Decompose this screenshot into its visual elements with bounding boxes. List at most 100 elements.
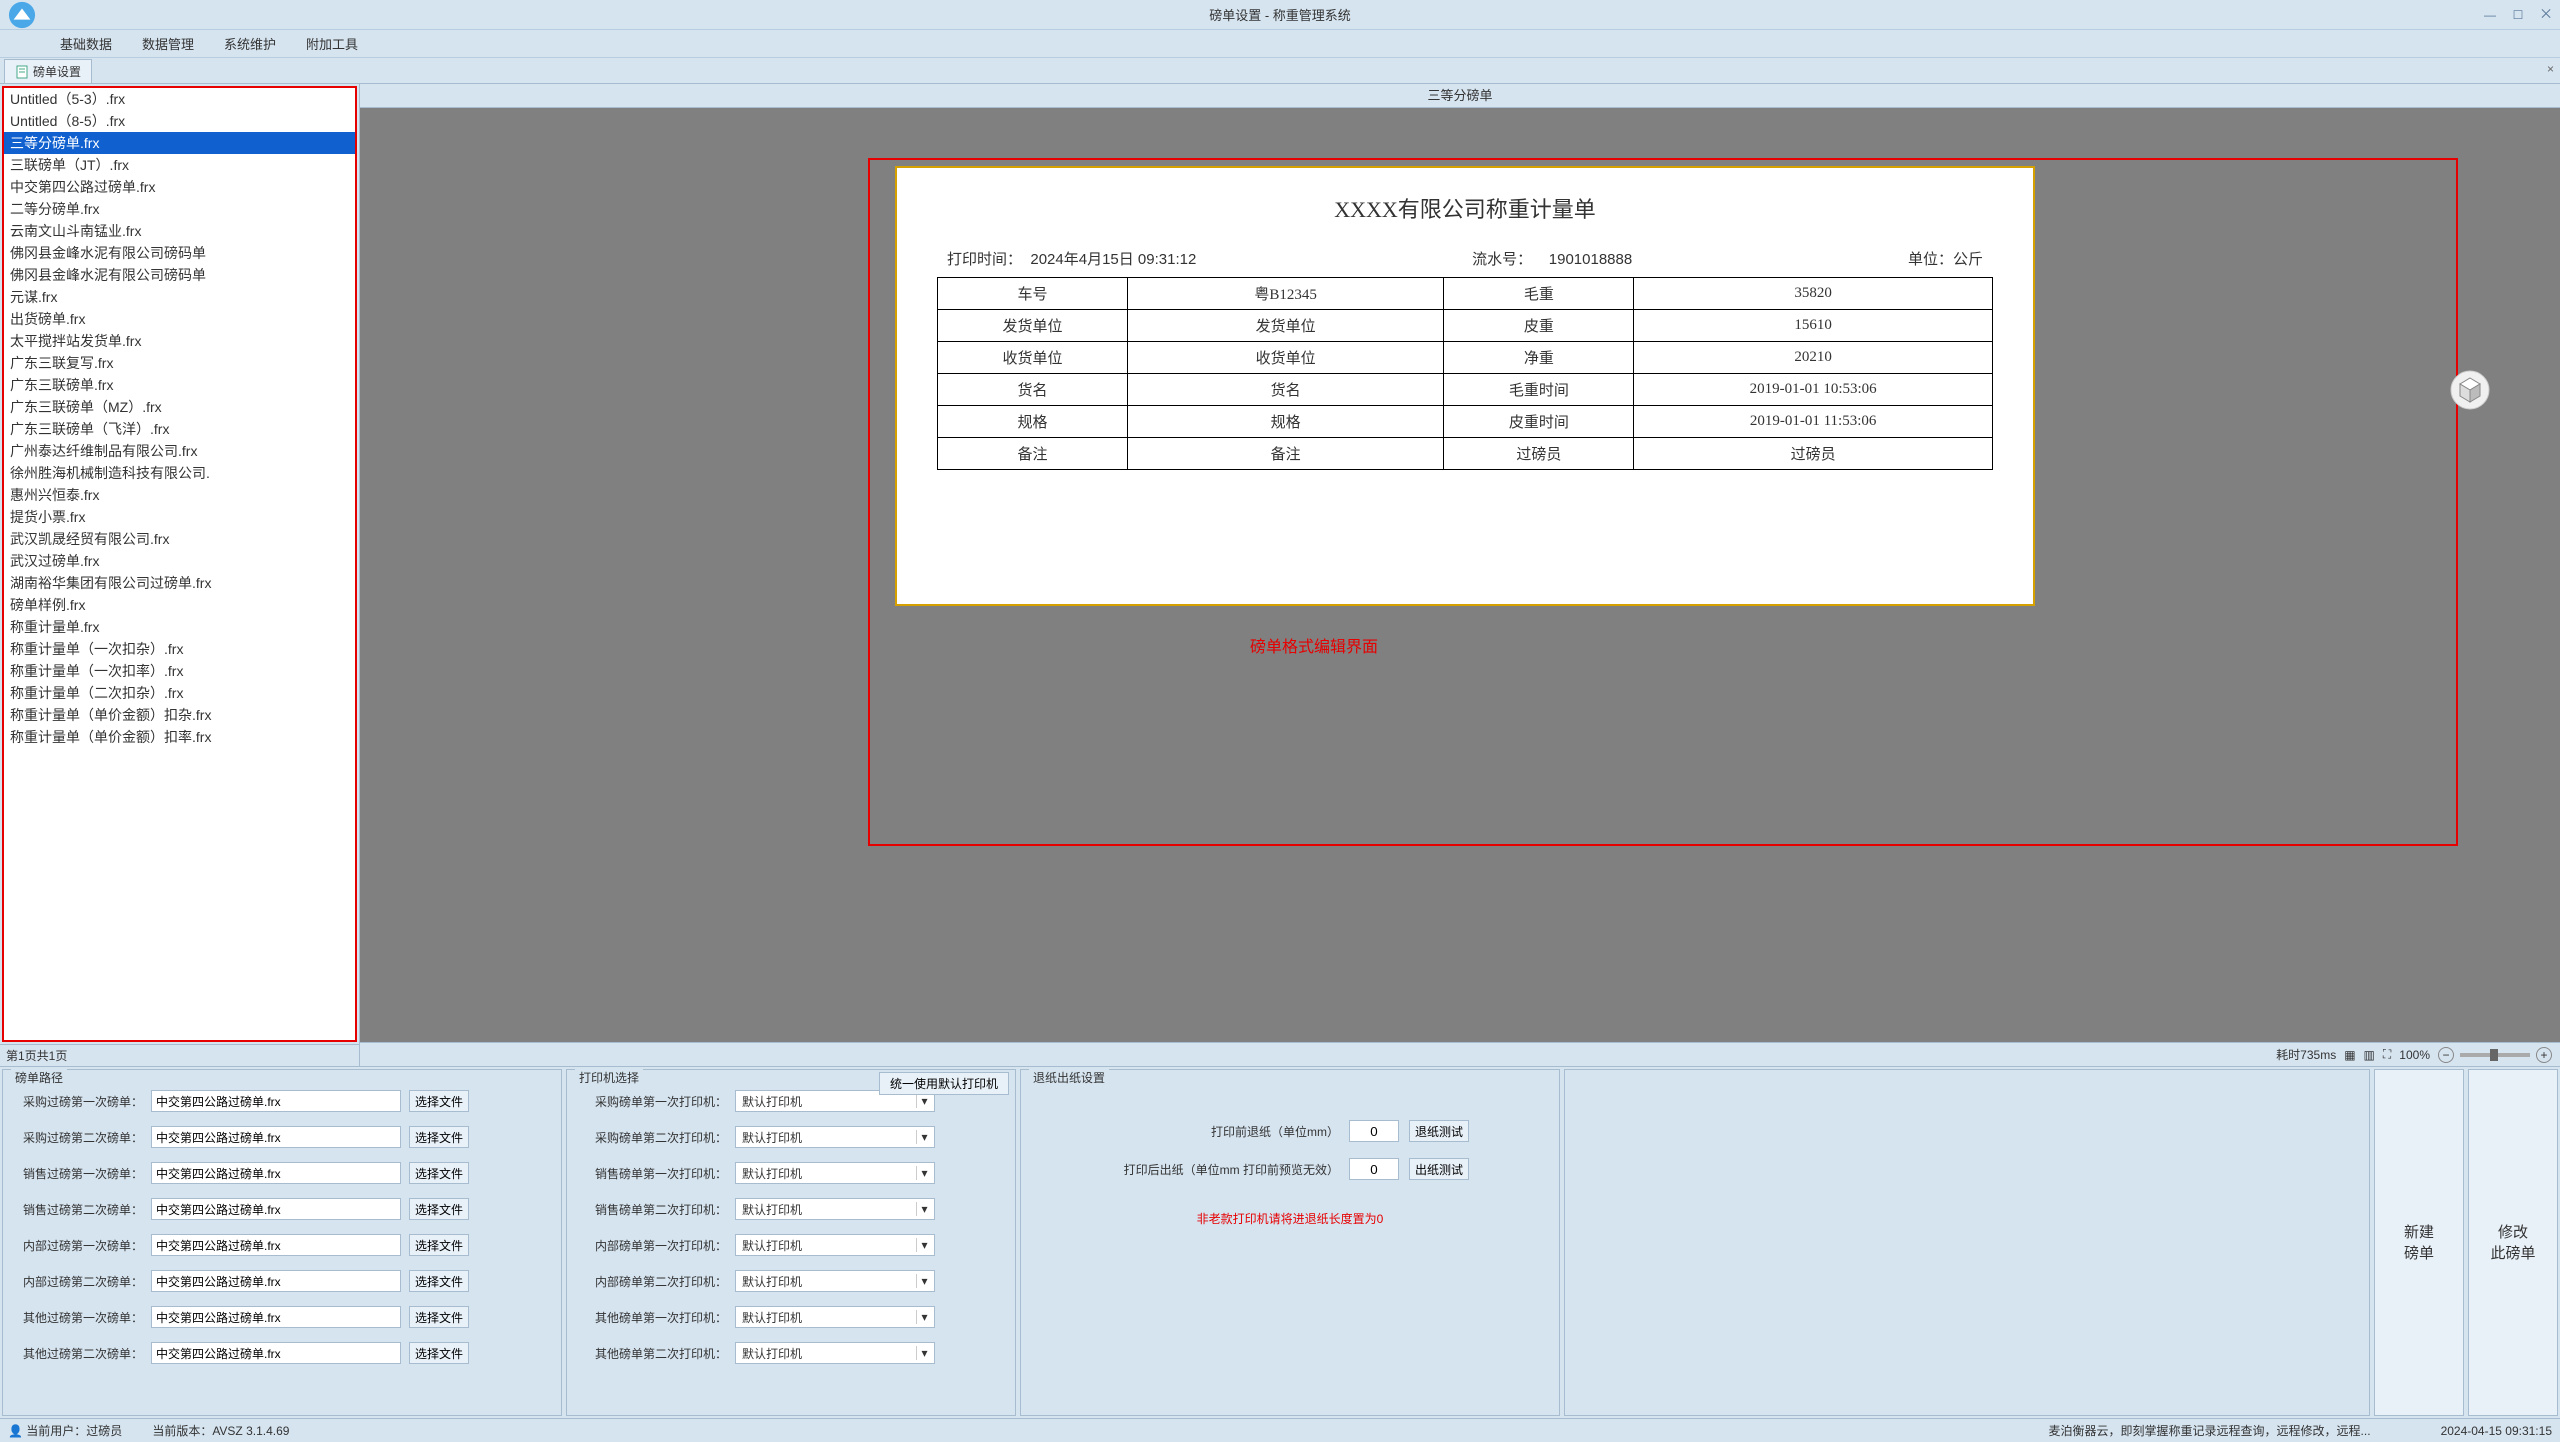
list-item[interactable]: 二等分磅单.frx (4, 198, 355, 220)
page-icon[interactable]: ▥ (2364, 1048, 2375, 1062)
chevron-down-icon[interactable]: ▾ (916, 1166, 932, 1180)
path-input[interactable] (151, 1162, 401, 1184)
choose-file-button[interactable]: 选择文件 (409, 1198, 469, 1220)
printer-select[interactable]: 默认打印机▾ (735, 1162, 935, 1184)
list-item[interactable]: 称重计量单（单价金额）扣杂.frx (4, 704, 355, 726)
table-cell: 规格 (1127, 406, 1444, 438)
chevron-down-icon[interactable]: ▾ (916, 1130, 932, 1144)
use-default-printer-button[interactable]: 统一使用默认打印机 (879, 1072, 1009, 1095)
choose-file-button[interactable]: 选择文件 (409, 1306, 469, 1328)
printer-select[interactable]: 默认打印机▾ (735, 1126, 935, 1148)
menu-sys-maint[interactable]: 系统维护 (224, 34, 276, 53)
zoom-out-button[interactable]: − (2438, 1047, 2454, 1063)
printer-select[interactable]: 默认打印机▾ (735, 1342, 935, 1364)
path-input[interactable] (151, 1342, 401, 1364)
table-cell: 15610 (1634, 310, 1993, 342)
feed-input[interactable] (1349, 1158, 1399, 1180)
path-label: 内部过磅第二次磅单： (13, 1273, 143, 1290)
template-list[interactable]: Untitled（5-3）.frxUntitled（8-5）.frx三等分磅单.… (2, 86, 357, 1042)
list-item[interactable]: 太平搅拌站发货单.frx (4, 330, 355, 352)
list-item[interactable]: 广东三联磅单（MZ）.frx (4, 396, 355, 418)
printer-select[interactable]: 默认打印机▾ (735, 1270, 935, 1292)
chevron-down-icon[interactable]: ▾ (916, 1238, 932, 1252)
list-item[interactable]: 广东三联磅单.frx (4, 374, 355, 396)
printer-label: 销售磅单第一次打印机： (577, 1165, 727, 1182)
printer-select[interactable]: 默认打印机▾ (735, 1234, 935, 1256)
chevron-down-icon[interactable]: ▾ (916, 1346, 932, 1360)
tab-close-button[interactable]: × (2547, 62, 2554, 76)
chevron-down-icon[interactable]: ▾ (916, 1274, 932, 1288)
choose-file-button[interactable]: 选择文件 (409, 1162, 469, 1184)
list-item[interactable]: 称重计量单（一次扣杂）.frx (4, 638, 355, 660)
list-item[interactable]: 元谋.frx (4, 286, 355, 308)
list-item[interactable]: 称重计量单（单价金额）扣率.frx (4, 726, 355, 748)
choose-file-button[interactable]: 选择文件 (409, 1090, 469, 1112)
choose-file-button[interactable]: 选择文件 (409, 1270, 469, 1292)
close-button[interactable]: ⨉ (2536, 6, 2556, 24)
printer-select[interactable]: 默认打印机▾ (735, 1198, 935, 1220)
list-item[interactable]: 惠州兴恒泰.frx (4, 484, 355, 506)
fit-icon[interactable]: ⛶ (2383, 1047, 2391, 1062)
list-item[interactable]: 称重计量单.frx (4, 616, 355, 638)
list-item[interactable]: 称重计量单（一次扣率）.frx (4, 660, 355, 682)
menu-basic-data[interactable]: 基础数据 (60, 34, 112, 53)
retreat-test-button[interactable]: 退纸测试 (1409, 1120, 1469, 1142)
list-item[interactable]: 提货小票.frx (4, 506, 355, 528)
menu-data-mgmt[interactable]: 数据管理 (142, 34, 194, 53)
grid-icon[interactable]: ▦ (2344, 1048, 2355, 1062)
list-item[interactable]: 广州泰达纤维制品有限公司.frx (4, 440, 355, 462)
preview-canvas[interactable]: XXXX有限公司称重计量单 打印时间： 2024年4月15日 09:31:12 … (360, 108, 2560, 1042)
list-item[interactable]: 武汉凯晟经贸有限公司.frx (4, 528, 355, 550)
path-input[interactable] (151, 1270, 401, 1292)
list-item[interactable]: 佛冈县金峰水泥有限公司磅码单 (4, 242, 355, 264)
zoom-in-button[interactable]: + (2536, 1047, 2552, 1063)
chevron-down-icon[interactable]: ▾ (916, 1094, 932, 1108)
list-item[interactable]: 湖南裕华集团有限公司过磅单.frx (4, 572, 355, 594)
choose-file-button[interactable]: 选择文件 (409, 1342, 469, 1364)
list-item[interactable]: Untitled（5-3）.frx (4, 88, 355, 110)
path-label: 其他过磅第二次磅单： (13, 1345, 143, 1362)
new-ticket-button[interactable]: 新建磅单 (2374, 1069, 2464, 1416)
tab-bar: 磅单设置 × (0, 58, 2560, 84)
path-input[interactable] (151, 1126, 401, 1148)
edit-ticket-button[interactable]: 修改此磅单 (2468, 1069, 2558, 1416)
printer-label: 其他磅单第一次打印机： (577, 1309, 727, 1326)
list-item[interactable]: 出货磅单.frx (4, 308, 355, 330)
path-input[interactable] (151, 1198, 401, 1220)
path-input[interactable] (151, 1090, 401, 1112)
table-cell: 规格 (938, 406, 1128, 438)
retreat-input[interactable] (1349, 1120, 1399, 1142)
table-cell: 2019-01-01 11:53:06 (1634, 406, 1993, 438)
left-panel: Untitled（5-3）.frxUntitled（8-5）.frx三等分磅单.… (0, 84, 360, 1066)
choose-file-button[interactable]: 选择文件 (409, 1234, 469, 1256)
list-item[interactable]: 称重计量单（二次扣杂）.frx (4, 682, 355, 704)
tab-ticket-settings[interactable]: 磅单设置 (4, 59, 92, 83)
minimize-button[interactable]: — (2480, 6, 2500, 24)
maximize-button[interactable]: ☐ (2508, 6, 2528, 24)
ticket-preview[interactable]: XXXX有限公司称重计量单 打印时间： 2024年4月15日 09:31:12 … (895, 166, 2035, 606)
path-input[interactable] (151, 1306, 401, 1328)
list-item[interactable]: 广东三联复写.frx (4, 352, 355, 374)
list-item[interactable]: 武汉过磅单.frx (4, 550, 355, 572)
list-item[interactable]: 三联磅单（JT）.frx (4, 154, 355, 176)
table-cell: 收货单位 (938, 342, 1128, 374)
list-item[interactable]: 中交第四公路过磅单.frx (4, 176, 355, 198)
list-item[interactable]: 广东三联磅单（飞洋）.frx (4, 418, 355, 440)
zoom-slider[interactable] (2460, 1053, 2530, 1057)
list-item[interactable]: 磅单样例.frx (4, 594, 355, 616)
table-cell: 过磅员 (1634, 438, 1993, 470)
path-input[interactable] (151, 1234, 401, 1256)
list-item[interactable]: 三等分磅单.frx (4, 132, 355, 154)
list-item[interactable]: 徐州胜海机械制造科技有限公司. (4, 462, 355, 484)
list-item[interactable]: 云南文山斗南锰业.frx (4, 220, 355, 242)
printer-label: 采购磅单第二次打印机： (577, 1129, 727, 1146)
menu-addon-tools[interactable]: 附加工具 (306, 34, 358, 53)
chevron-down-icon[interactable]: ▾ (916, 1202, 932, 1216)
printer-select[interactable]: 默认打印机▾ (735, 1306, 935, 1328)
list-item[interactable]: 佛冈县金峰水泥有限公司磅码单 (4, 264, 355, 286)
chevron-down-icon[interactable]: ▾ (916, 1310, 932, 1324)
choose-file-button[interactable]: 选择文件 (409, 1126, 469, 1148)
list-item[interactable]: Untitled（8-5）.frx (4, 110, 355, 132)
paths-panel: 磅单路径 采购过磅第一次磅单：选择文件采购过磅第二次磅单：选择文件销售过磅第一次… (2, 1069, 562, 1416)
feed-test-button[interactable]: 出纸测试 (1409, 1158, 1469, 1180)
